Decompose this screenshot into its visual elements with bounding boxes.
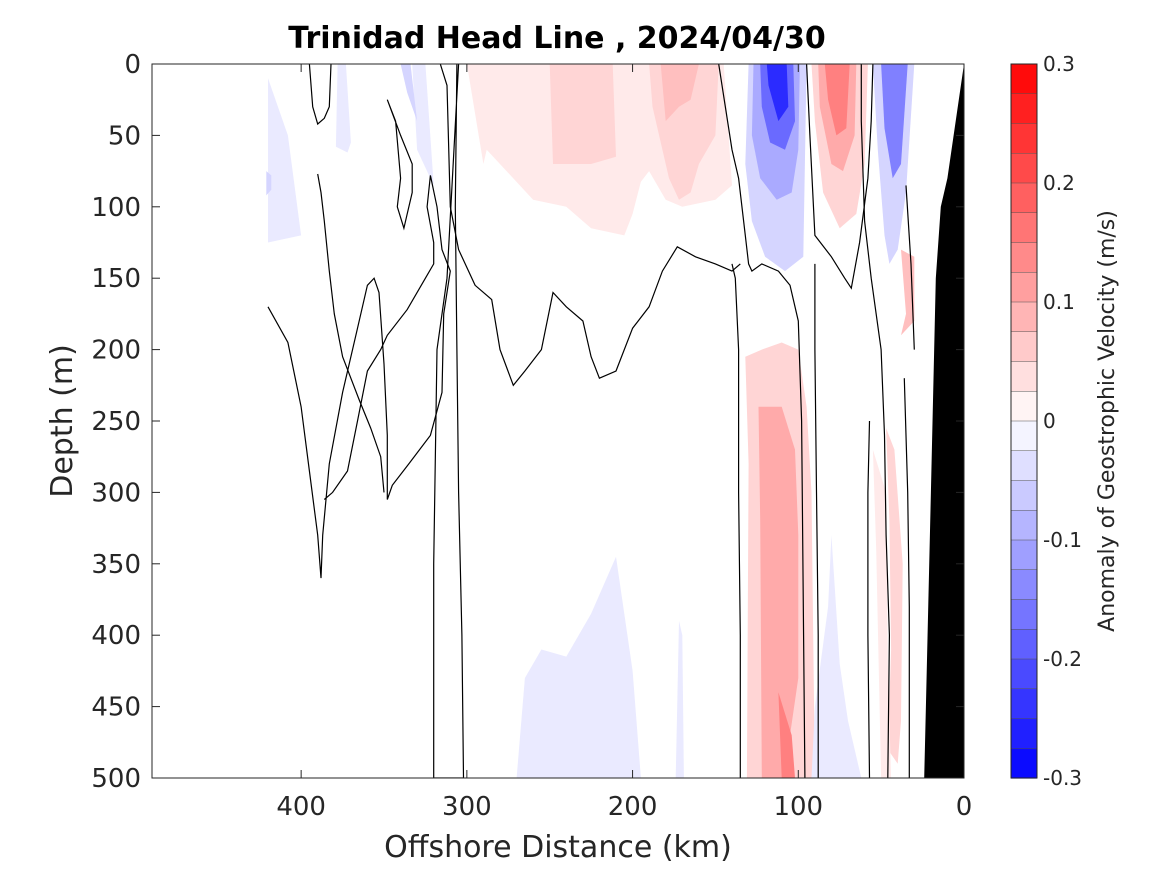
colorbar-swatch [1011,302,1037,333]
colorbar-frame [1010,63,1038,779]
colorbar-swatch [1011,391,1037,422]
zero-contour-line [317,173,385,493]
bathymetry [924,64,964,778]
anomaly-patch [549,64,616,164]
colorbar-swatch [1011,272,1037,303]
zero-contours [267,64,915,778]
zero-contour-line [267,175,451,579]
anomaly-patch [268,78,302,243]
y-axis-title: Depth (m) [45,344,80,498]
y-tick-label: 50 [108,121,141,151]
x-tick-label: 200 [608,792,658,822]
colorbar-swatch [1011,510,1037,541]
zero-contour-line [718,64,806,778]
y-tick-label: 400 [91,621,141,651]
colorbar-swatch [1011,629,1037,660]
y-tick-label: 350 [91,550,141,580]
anomaly-patch [400,64,418,122]
colorbar-swatch [1011,480,1037,511]
colorbar-swatch [1011,361,1037,392]
colorbar-swatch [1011,153,1037,184]
zero-contour-line [905,185,915,350]
y-tick-label: 150 [91,264,141,294]
x-axis-title: Offshore Distance (km) [384,830,732,865]
anomaly-patch [660,64,699,122]
plot-area [151,63,965,779]
anomaly-patch [266,171,272,196]
x-axis: 400 300 200 100 0 [276,64,972,822]
y-tick-label: 200 [91,336,141,366]
anomaly-patch [811,535,862,778]
zero-contour-line [806,64,874,290]
zero-contour-line [731,263,741,778]
anomaly-patch [516,556,641,778]
zero-contour-line [860,64,891,778]
zero-contour-line [308,64,332,126]
colorbar-tick-label: 0.2 [1043,171,1075,195]
x-tick-label: 0 [956,792,973,822]
y-tick-label: 450 [91,693,141,723]
colorbar-title: Anomaly of Geostrophic Velocity (m/s) [1095,210,1120,632]
colorbar-swatch [1011,659,1037,690]
colorbar-swatch [1011,540,1037,571]
zero-contour-line [814,263,819,778]
colorbar-swatch [1011,64,1037,95]
colorbar-swatch [1011,93,1037,125]
colorbar-tick-label: -0.3 [1043,766,1082,790]
colorbar-tick-label: 0.3 [1043,52,1075,76]
anomaly-patch [335,64,351,153]
colorbar-swatch [1011,569,1037,601]
colorbar-swatch [1011,450,1037,482]
y-tick-label: 250 [91,407,141,437]
anomaly-patch [886,428,903,764]
zero-contour-line [867,420,871,778]
anomaly-patch [778,692,795,778]
colorbar-swatch [1011,123,1037,154]
zero-contour-line [386,99,413,231]
anomaly-patch [881,64,908,179]
y-tick-label: 100 [91,193,141,223]
colorbar-swatch [1011,331,1037,363]
chart-title: Trinidad Head Line , 2024/04/30 [288,21,825,56]
y-tick-label: 300 [91,478,141,508]
x-tick-label: 300 [442,792,492,822]
zero-contour-line [433,64,465,778]
colorbar-tick-label: 0 [1043,409,1056,433]
anomaly-patch [675,620,684,778]
colorbar-tick-label: 0.1 [1043,290,1075,314]
colorbar-swatch [1011,421,1037,452]
colorbar: 0.3 0.2 0.1 0 -0.1 -0.2 -0.3 [1010,52,1082,790]
anomaly-patch [872,449,892,778]
zero-contour-line [903,378,910,778]
bathymetry-shape [924,64,964,778]
colorbar-swatch [1011,599,1037,630]
colorbar-swatch [1011,748,1037,779]
anomaly-patch [758,406,799,778]
colorbar-swatch [1011,242,1037,273]
colorbar-tick-label: -0.2 [1043,647,1082,671]
colorbar-tick-label: -0.1 [1043,528,1082,552]
zero-contour-line [439,64,741,387]
y-tick-label: 0 [124,50,141,80]
anomaly-patch [392,64,434,186]
colorbar-swatch [1011,718,1037,749]
colorbar-swatch [1011,212,1037,244]
x-tick-label: 400 [276,792,326,822]
x-tick-label: 100 [773,792,823,822]
colorbar-swatch [1011,688,1037,720]
anomaly-patch [824,64,850,136]
anomaly-patches [266,64,915,778]
y-tick-label: 500 [91,764,141,794]
anomaly-patch [766,64,789,122]
y-axis: 0 50 100 150 200 250 300 350 400 450 500 [91,50,964,794]
colorbar-swatch [1011,183,1037,214]
